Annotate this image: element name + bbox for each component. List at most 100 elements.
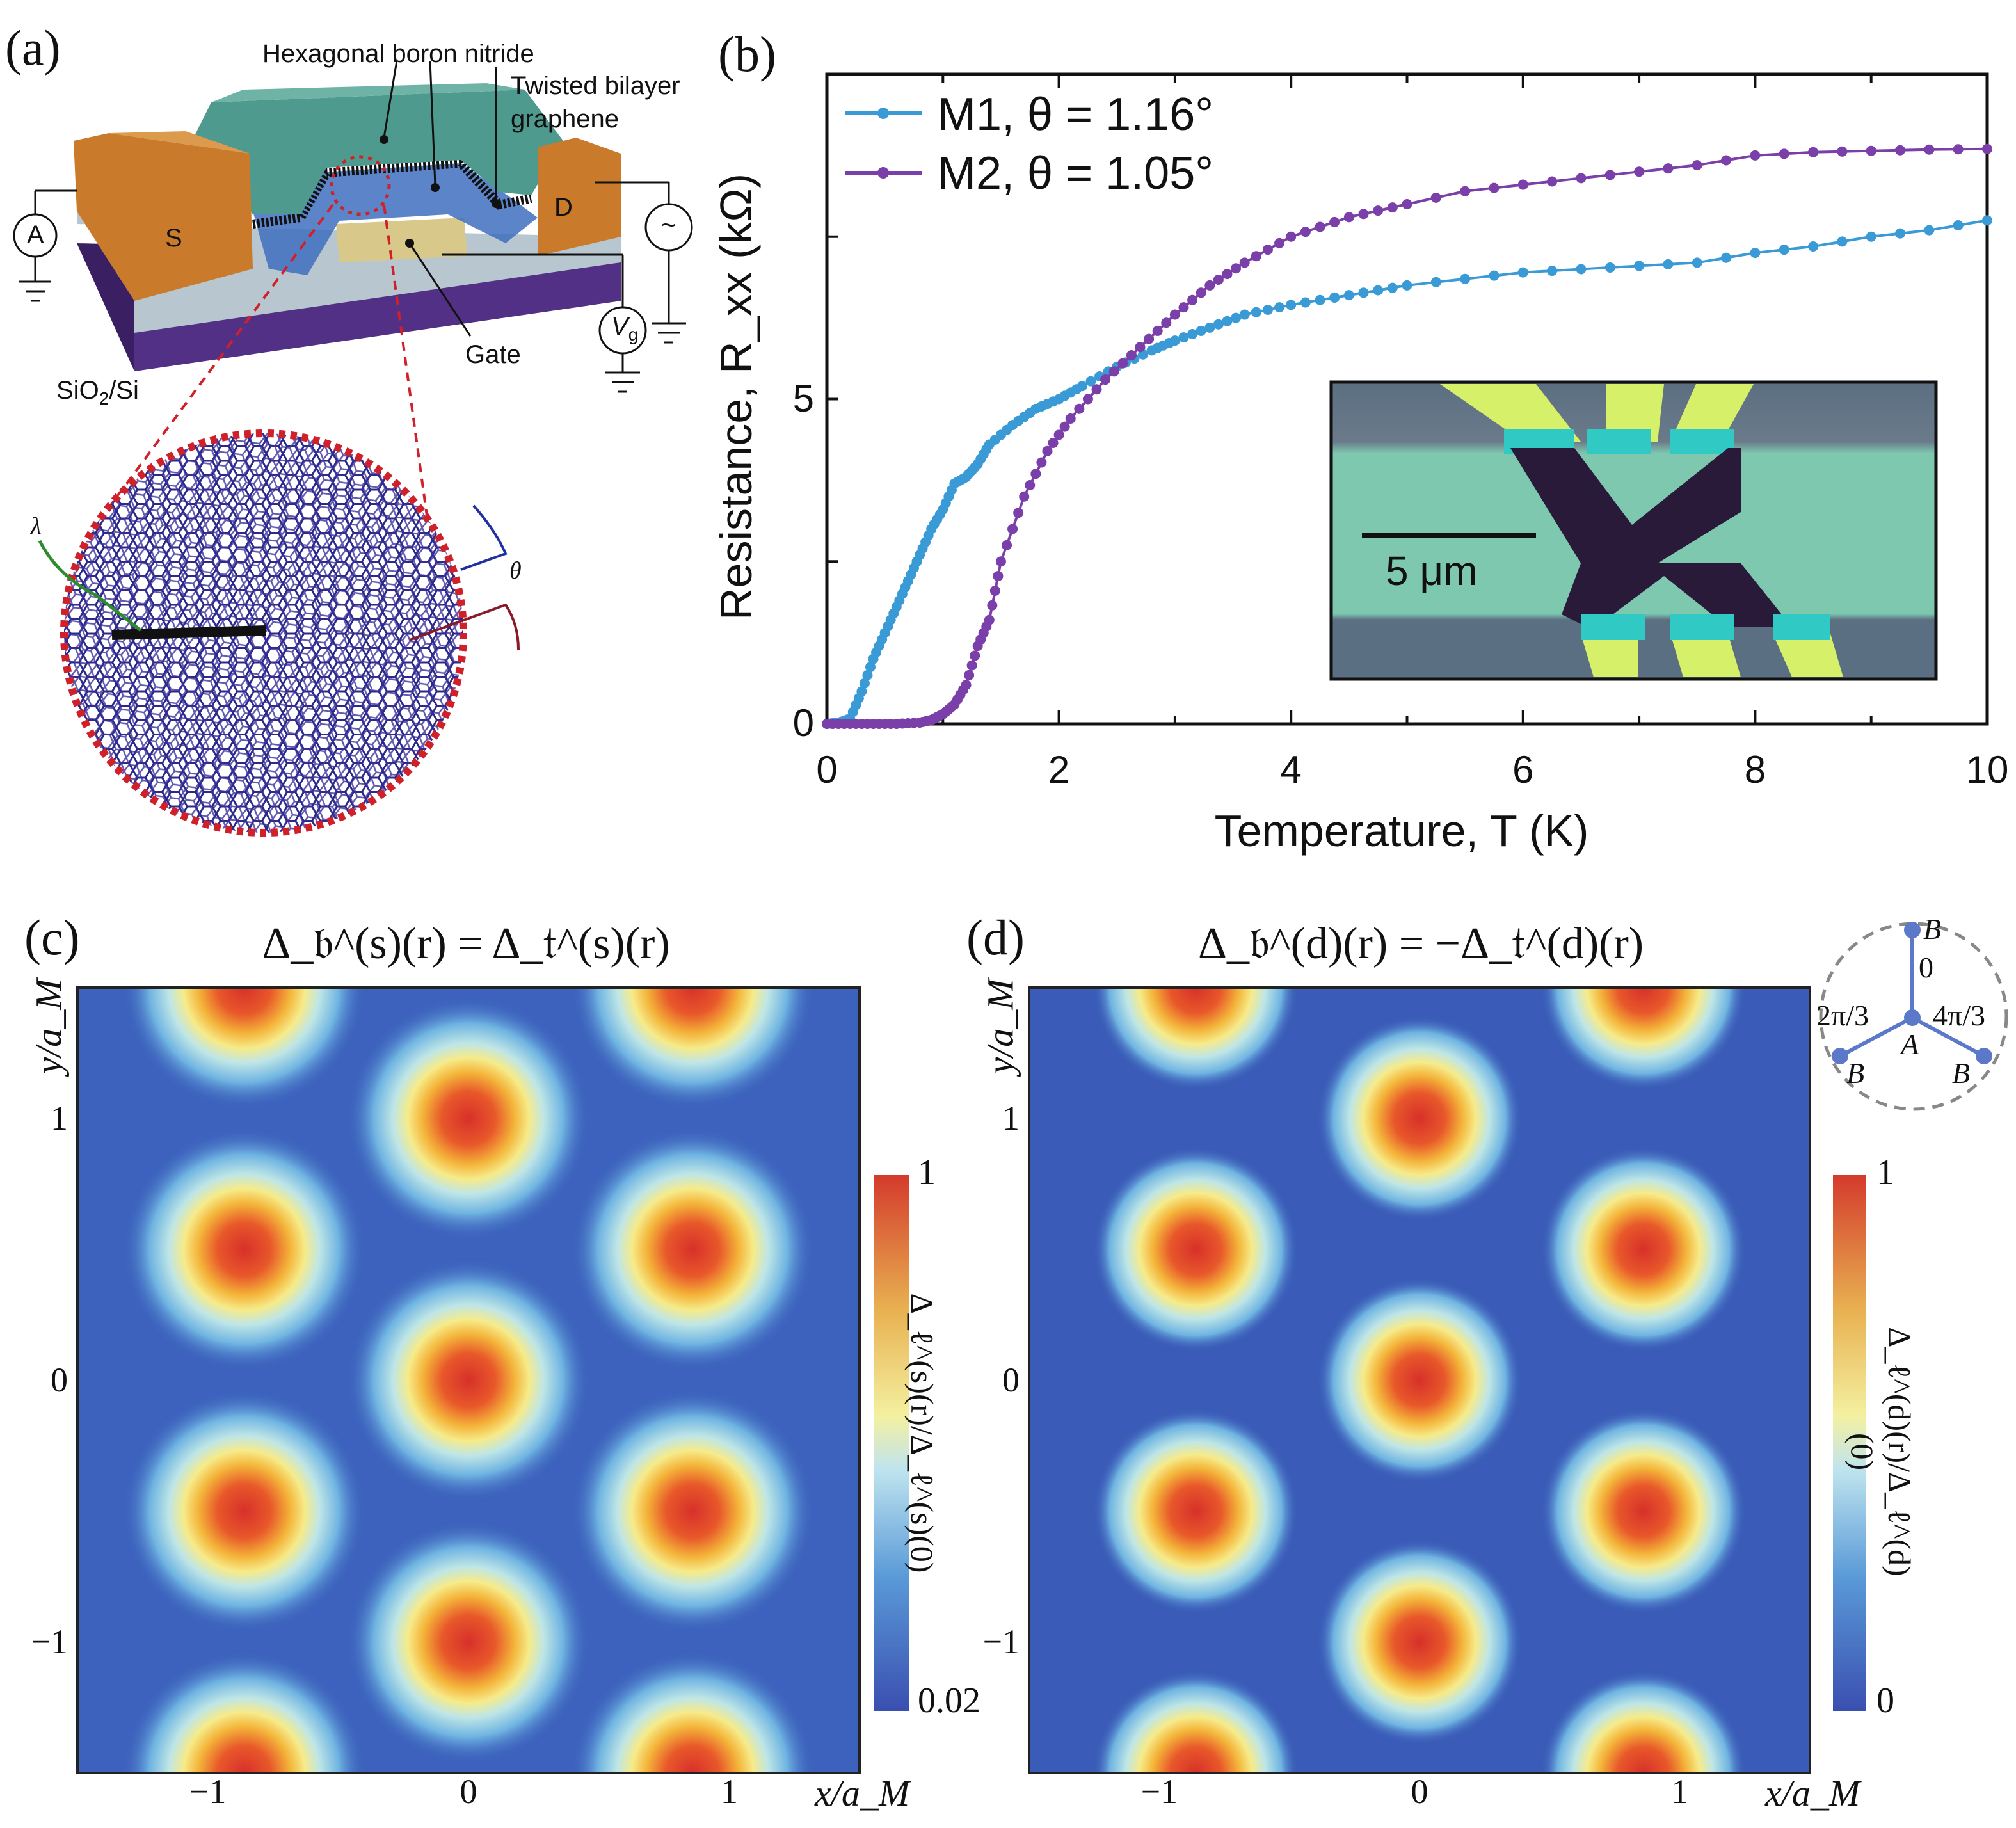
heatmap-frame	[1028, 986, 1811, 1774]
heatmap-peak	[1093, 1671, 1299, 1773]
data-point	[862, 669, 873, 680]
data-point	[1239, 309, 1250, 320]
data-point	[1178, 302, 1189, 313]
y-axis-label: y/a_M	[28, 979, 70, 1074]
heatmap-peak	[1093, 1409, 1299, 1614]
data-point	[1135, 342, 1146, 353]
data-point	[865, 662, 876, 673]
x-tick-label: 1	[720, 1772, 738, 1811]
data-point	[1187, 294, 1198, 305]
data-point	[1358, 287, 1369, 298]
y-tick-label: 0	[1002, 1360, 1020, 1399]
heatmap-peak	[1540, 1671, 1746, 1773]
gate-voltage-symbol: V	[611, 312, 628, 341]
moire-wavelength-bar	[111, 625, 266, 640]
data-point	[1837, 146, 1848, 157]
data-point	[1002, 540, 1012, 550]
y-tick-label: −1	[982, 1622, 1020, 1661]
x-tick-label: 2	[1048, 748, 1070, 791]
data-point	[1161, 317, 1172, 328]
y-tick-label: 0	[792, 702, 814, 744]
substrate-label: SiO2/Si	[56, 376, 139, 409]
heatmap-peak	[1093, 1147, 1299, 1352]
data-point	[1300, 297, 1311, 308]
data-point	[1808, 241, 1819, 252]
substrate-suffix: /Si	[109, 376, 139, 405]
data-point	[1634, 166, 1645, 177]
colorbar-label: Δ_ℓ^(d)(r)/Δ_ℓ^(d)(0)	[1844, 1327, 1917, 1576]
heatmap-peak	[571, 988, 815, 1109]
gate-voltage-label: Vg	[611, 312, 638, 345]
heatmap-peak	[571, 1390, 815, 1633]
data-point	[1196, 287, 1206, 298]
data-point	[1019, 491, 1030, 502]
tbg-label-line1: Twisted bilayer	[511, 72, 680, 100]
data-point	[1262, 245, 1273, 255]
data-point	[1042, 445, 1053, 456]
data-point	[1222, 316, 1233, 326]
data-point	[1489, 270, 1500, 281]
bottom-hbn	[253, 163, 538, 275]
substrate-subscript: 2	[99, 389, 109, 408]
data-point	[1076, 381, 1087, 392]
x-tick-label: 8	[1744, 748, 1766, 791]
gate-label: Gate	[465, 341, 521, 369]
data-point	[1779, 245, 1789, 255]
heatmap-frame	[76, 986, 861, 1774]
data-point	[1692, 257, 1702, 268]
zoom-ring	[330, 155, 391, 216]
drain-label: D	[554, 193, 573, 221]
data-point	[1030, 469, 1041, 479]
x-tick-label: 0	[460, 1772, 477, 1811]
y-tick-label: 5	[792, 376, 814, 420]
data-point	[1178, 332, 1189, 343]
inset-phase-2pi3: 2π/3	[1816, 999, 1869, 1032]
data-point	[1239, 257, 1250, 268]
data-point	[1300, 227, 1311, 237]
heatmap-peak	[571, 1651, 815, 1773]
heatmap-peak	[1317, 1278, 1522, 1483]
site-b-right	[1976, 1048, 1992, 1064]
data-point	[1036, 457, 1047, 468]
data-point	[1204, 322, 1215, 333]
resistance-temperature-chart	[822, 72, 1992, 729]
data-point	[1065, 413, 1076, 424]
inset-a: A	[1901, 1028, 1919, 1061]
data-point	[1274, 302, 1285, 313]
data-point	[1169, 335, 1180, 346]
data-point	[1953, 144, 1964, 155]
data-point	[1721, 155, 1732, 166]
data-point	[1779, 148, 1789, 159]
data-point	[1663, 163, 1674, 174]
data-point	[1053, 429, 1064, 440]
data-point	[1866, 231, 1876, 242]
data-point	[1286, 231, 1297, 242]
data-point	[1251, 307, 1261, 317]
data-point	[1144, 333, 1155, 344]
data-point	[1373, 205, 1384, 216]
data-point	[1274, 237, 1285, 248]
data-point	[1982, 143, 1992, 154]
y-axis-label-text: Resistance, R_xx (kΩ)	[711, 173, 761, 621]
theta-label: θ	[509, 557, 522, 584]
data-point	[1343, 290, 1354, 301]
inset-b-left: B	[1846, 1057, 1865, 1089]
data-point	[1692, 160, 1702, 171]
panel-d-title: Δ_𝔟^(d)(r) = −Δ_𝔱^(d)(r)	[1197, 919, 1644, 968]
data-point	[1808, 147, 1819, 157]
data-point	[987, 600, 998, 611]
y-tick-label: −1	[31, 1622, 68, 1661]
data-point	[993, 571, 1004, 582]
heatmap-peak	[122, 988, 366, 1109]
x-axis-label: x/a_M	[1765, 1772, 1860, 1814]
ammeter-label: A	[27, 221, 44, 249]
heatmap-peak	[1540, 988, 1746, 1090]
x-tick-label: 0	[816, 748, 838, 791]
data-point	[1721, 252, 1732, 263]
y-tick-label: 0	[51, 1360, 68, 1399]
data-point	[1489, 182, 1500, 193]
heatmap-peak	[1093, 988, 1299, 1090]
data-point	[859, 678, 870, 689]
site-b-top	[1904, 922, 1921, 938]
top-hbn	[192, 90, 563, 214]
